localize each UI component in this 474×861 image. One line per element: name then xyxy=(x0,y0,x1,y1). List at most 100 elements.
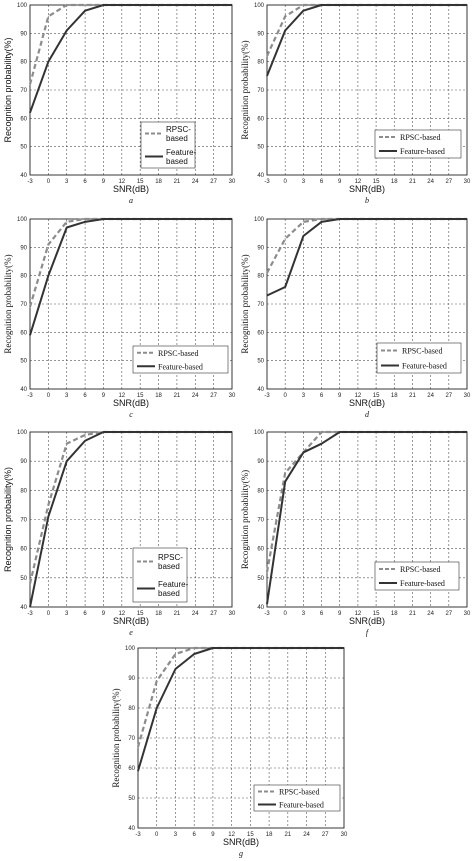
y-tick-label: 70 xyxy=(20,518,27,524)
panel-caption: f xyxy=(366,628,370,637)
legend-label: RPSC-based xyxy=(400,565,440,574)
legend-label: Feature-based xyxy=(402,362,447,371)
data-point xyxy=(212,647,214,649)
x-tick-label: 24 xyxy=(427,179,434,185)
x-tick-label: 24 xyxy=(427,611,434,617)
data-point xyxy=(47,15,49,17)
data-point xyxy=(84,221,86,223)
y-axis-label: Recognition probability(%) xyxy=(240,40,250,139)
data-point xyxy=(266,75,268,77)
panel-b: -3 0 3 6 9 12 15 18 21 24 27 30 40 50 60 70 80 90 100 SNR(d… xyxy=(240,3,471,205)
data-point xyxy=(430,431,432,433)
x-tick-label: 0 xyxy=(284,393,288,399)
y-tick-label: 40 xyxy=(20,173,27,179)
y-tick-label: 90 xyxy=(20,459,27,465)
x-tick-label: 15 xyxy=(137,393,144,399)
data-point xyxy=(430,4,432,6)
panel-caption: d xyxy=(365,410,370,419)
x-tick-label: 6 xyxy=(83,611,87,617)
legend: RPSC-based Feature-based xyxy=(132,547,189,603)
data-point xyxy=(47,504,49,506)
x-tick-label: 30 xyxy=(229,611,236,617)
x-tick-label: 21 xyxy=(409,393,416,399)
data-point xyxy=(121,431,123,433)
panel-caption: b xyxy=(365,196,369,205)
x-axis-label: SNR(dB) xyxy=(113,616,149,626)
x-tick-label: 12 xyxy=(355,179,362,185)
legend-label: Feature-based xyxy=(166,148,197,166)
data-point xyxy=(343,647,345,649)
data-point xyxy=(320,4,323,6)
x-tick-label: 21 xyxy=(409,179,416,185)
y-tick-label: 40 xyxy=(128,826,135,832)
y-tick-label: 50 xyxy=(257,359,264,365)
x-tick-label: 24 xyxy=(303,832,310,838)
x-tick-label: 12 xyxy=(118,179,125,185)
x-tick-label: 12 xyxy=(355,393,362,399)
data-point xyxy=(393,431,395,433)
x-tick-label: 27 xyxy=(445,611,452,617)
y-tick-label: 80 xyxy=(20,488,27,494)
y-tick-label: 80 xyxy=(257,488,264,494)
x-tick-label: 15 xyxy=(373,611,380,617)
legend-box xyxy=(253,784,341,812)
data-point xyxy=(284,29,286,32)
data-point xyxy=(302,235,304,237)
data-point xyxy=(339,431,341,433)
data-point xyxy=(430,218,432,220)
x-tick-label: 18 xyxy=(155,393,162,399)
x-tick-label: 21 xyxy=(284,832,291,838)
x-tick-label: 27 xyxy=(322,832,329,838)
panel-caption: c xyxy=(129,410,133,419)
y-tick-label: 80 xyxy=(128,706,135,712)
legend-label: RPSC-based xyxy=(158,553,183,571)
y-tick-label: 90 xyxy=(257,31,264,37)
data-point xyxy=(466,431,468,433)
x-tick-label: 9 xyxy=(338,179,342,185)
legend: RPSC-based Feature-based xyxy=(374,129,462,159)
x-tick-label: 18 xyxy=(391,393,398,399)
series-line-feature xyxy=(266,431,467,605)
y-tick-label: 50 xyxy=(20,145,27,151)
y-tick-label: 50 xyxy=(20,576,27,582)
y-tick-label: 100 xyxy=(17,217,28,223)
x-tick-label: 27 xyxy=(210,393,217,399)
x-tick-label: 0 xyxy=(47,611,51,617)
x-tick-label: 27 xyxy=(210,611,217,617)
x-axis-label: SNR(dB) xyxy=(349,398,385,408)
x-tick-label: 24 xyxy=(192,611,199,617)
y-tick-label: 40 xyxy=(257,387,264,393)
data-point xyxy=(29,306,31,308)
x-tick-label: 3 xyxy=(302,179,306,185)
y-tick-label: 70 xyxy=(20,88,27,94)
x-tick-label: 3 xyxy=(65,179,69,185)
x-tick-label: 30 xyxy=(229,393,236,399)
y-tick-label: 90 xyxy=(20,245,27,251)
data-point xyxy=(231,4,233,6)
data-point xyxy=(194,218,196,220)
x-tick-label: 18 xyxy=(155,611,162,617)
y-tick-label: 60 xyxy=(128,766,135,772)
data-point xyxy=(193,653,195,655)
y-tick-label: 80 xyxy=(257,60,264,66)
panel-d: -3 0 3 6 9 12 15 18 21 24 27 30 40 50 60 70 80 90 100 SNR(d… xyxy=(240,217,471,419)
data-point xyxy=(448,218,450,220)
y-tick-label: 100 xyxy=(17,3,28,9)
x-tick-label: -3 xyxy=(27,611,33,617)
x-tick-label: 9 xyxy=(102,179,106,185)
data-point xyxy=(137,770,139,772)
data-point xyxy=(194,4,196,6)
x-tick-label: 15 xyxy=(137,611,144,617)
x-tick-label: 9 xyxy=(338,393,342,399)
data-point xyxy=(213,218,215,220)
x-tick-label: -3 xyxy=(264,393,270,399)
data-point xyxy=(47,243,49,246)
y-tick-label: 50 xyxy=(257,576,264,582)
data-point xyxy=(231,218,233,220)
y-axis-label: Recognition probability(%) xyxy=(240,470,250,569)
data-point xyxy=(284,15,286,17)
legend-label: Feature-based xyxy=(279,801,324,810)
data-point xyxy=(320,218,323,220)
data-point xyxy=(66,226,68,229)
